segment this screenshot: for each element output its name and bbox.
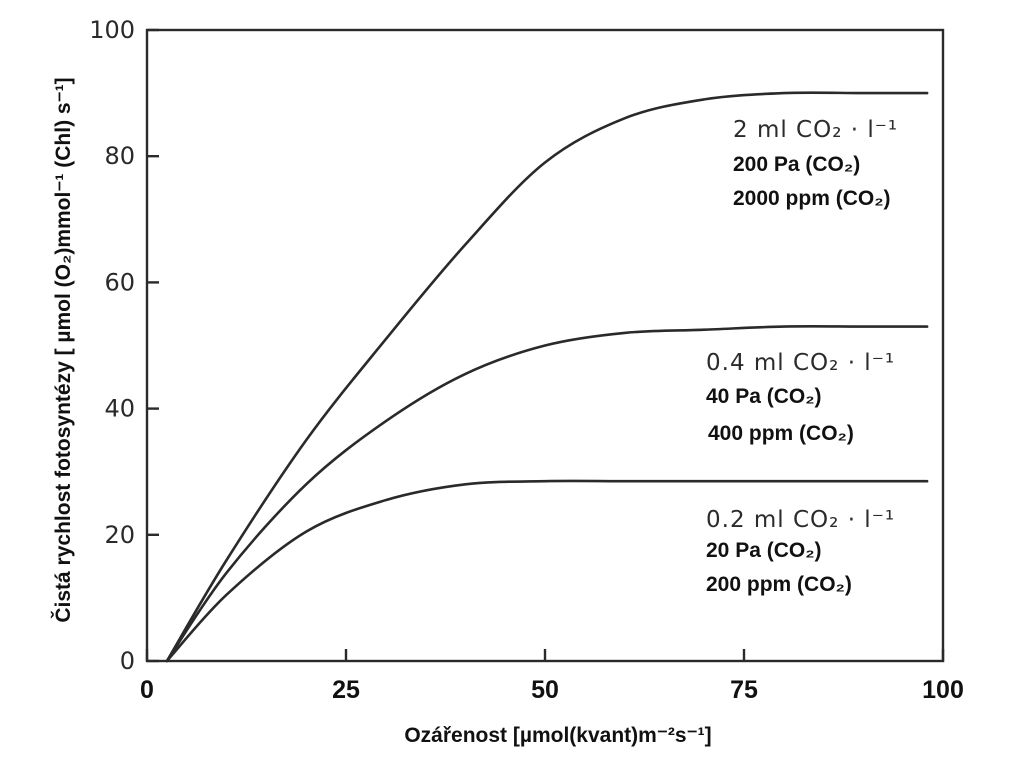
series-unit-label: 40 Pa (CO₂) bbox=[706, 385, 822, 408]
y-tick-label: 80 bbox=[104, 142, 135, 170]
series-unit-label: 20 Pa (CO₂) bbox=[706, 539, 822, 562]
curve-2ml-co2 bbox=[165, 91, 929, 663]
x-tick-label: 75 bbox=[730, 676, 758, 704]
x-tick-label: 25 bbox=[332, 676, 360, 704]
y-tick-label: 40 bbox=[104, 395, 135, 423]
y-tick-label: 20 bbox=[104, 521, 135, 549]
y-tick-labels: 0 20 40 60 80 100 bbox=[89, 16, 135, 675]
curve-0-4ml-co2 bbox=[165, 325, 929, 663]
x-tick-labels: 0 25 50 75 100 bbox=[140, 676, 964, 704]
y-tick-label: 100 bbox=[89, 16, 135, 44]
x-tick-label: 100 bbox=[922, 676, 964, 704]
series-unit-label: 2000 ppm (CO₂) bbox=[733, 187, 891, 210]
curve-0-2ml-co2 bbox=[165, 479, 929, 663]
y-axis-title: Čistá rychlost fotosyntézy [ µmol (O₂)mm… bbox=[51, 77, 75, 622]
series-unit-label: 400 ppm (CO₂) bbox=[708, 422, 854, 445]
x-axis-title: Ozářenost [µmol(kvant)m⁻²s⁻¹] bbox=[404, 724, 711, 747]
series-name-label: 0.4 ml CO₂ · l⁻¹ bbox=[706, 350, 895, 376]
series-name-label: 0.2 ml CO₂ · l⁻¹ bbox=[706, 507, 895, 533]
y-tick-label: 0 bbox=[120, 647, 135, 675]
y-tick-label: 60 bbox=[104, 268, 135, 296]
tick-marks bbox=[145, 28, 945, 663]
series-name-label: 2 ml CO₂ · l⁻¹ bbox=[733, 117, 898, 143]
series-curves bbox=[165, 91, 929, 663]
x-tick-label: 50 bbox=[531, 676, 559, 704]
series-labels: 2 ml CO₂ · l⁻¹ 200 Pa (CO₂) 2000 ppm (CO₂)… bbox=[706, 117, 898, 596]
series-unit-label: 200 Pa (CO₂) bbox=[733, 153, 860, 176]
x-tick-label: 0 bbox=[140, 676, 154, 704]
series-unit-label: 200 ppm (CO₂) bbox=[706, 573, 852, 596]
